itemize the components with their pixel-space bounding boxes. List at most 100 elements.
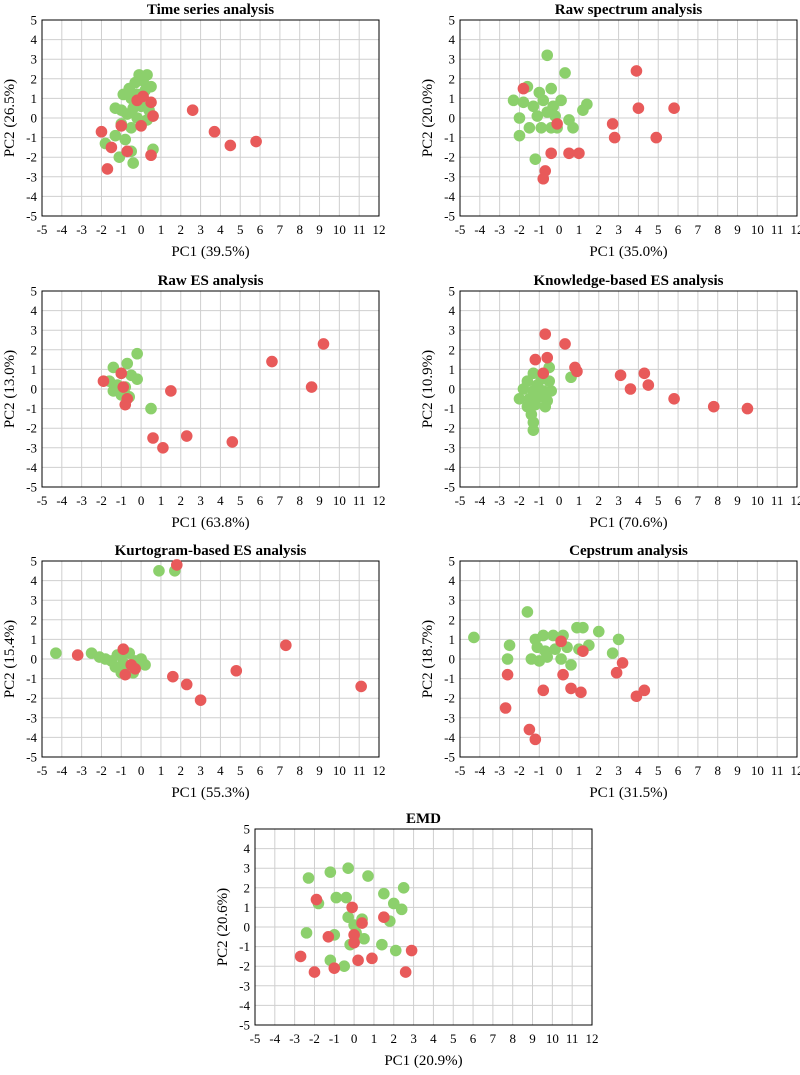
x-tick-label: 8 — [296, 493, 303, 508]
y-tick-label: 3 — [449, 52, 456, 67]
y-tick-label: -4 — [26, 189, 37, 204]
plot-frame — [41, 19, 380, 217]
y-tick-label: 5 — [449, 554, 456, 569]
data-point-green — [131, 347, 143, 360]
plot-frame — [254, 828, 593, 1026]
data-point-green — [50, 647, 62, 659]
x-tick-label: -1 — [329, 1031, 340, 1046]
x-tick-label: 8 — [296, 222, 303, 237]
x-tick-label: 1 — [158, 493, 165, 508]
data-point-green — [376, 938, 388, 951]
plot-frame — [459, 290, 798, 488]
y-tick-label: 3 — [31, 593, 38, 608]
scatter-panel-1: -5 -4 -3 -2 -1 0 1 2 3 4 5 6 7 8 9 10 11 12-5-4-3-2-10123… — [2, 2, 386, 260]
x-tick-label: 12 — [373, 763, 386, 778]
data-point-red — [405, 944, 418, 957]
x-tick-label: 1 — [576, 763, 583, 778]
data-point-red — [541, 351, 554, 364]
y-tick-label: -4 — [444, 730, 455, 745]
x-tick-label: 4 — [635, 493, 642, 508]
x-tick-label: 8 — [509, 1031, 516, 1046]
x-tick-label: 8 — [714, 493, 721, 508]
data-point-red — [366, 952, 378, 965]
data-point-red — [167, 670, 179, 683]
data-point-green — [577, 621, 589, 634]
data-point-red — [565, 682, 577, 695]
data-point-red — [668, 102, 680, 114]
x-tick-label: 10 — [546, 1031, 559, 1046]
data-point-red — [117, 643, 130, 655]
x-tick-label: -5 — [37, 763, 48, 778]
x-tick-label: 3 — [197, 763, 204, 778]
data-point-green — [541, 49, 554, 62]
data-point-green — [330, 891, 343, 904]
x-tick-label: 4 — [430, 1031, 437, 1046]
data-point-green — [507, 94, 520, 107]
data-point-red — [129, 663, 141, 675]
data-point-green — [342, 911, 354, 923]
y-tick-label: -1 — [26, 671, 37, 686]
y-tick-label: 3 — [244, 861, 251, 876]
data-point-green — [537, 629, 550, 642]
x-tick-label: 0 — [138, 222, 145, 237]
y-tick-label: -3 — [444, 710, 455, 725]
data-point-red — [308, 966, 321, 978]
x-tick-label: 2 — [178, 222, 185, 237]
x-tick-label: 5 — [237, 493, 244, 508]
x-tick-label: 0 — [351, 1031, 358, 1046]
x-tick-label: -1 — [534, 763, 545, 778]
y-tick-label: -2 — [239, 959, 250, 974]
x-tick-label: 1 — [371, 1031, 378, 1046]
scatter-panel-6: -5-4-3-2-10123456789101112-5-4-3-2-10123… — [420, 543, 800, 801]
x-tick-label: 4 — [217, 763, 224, 778]
scatter-panel-3: -5 -4 -3 -2 -1 0 1 2 3 4 5 6 7 8 9 10 11 12-5-4-3-2-10123… — [2, 273, 386, 531]
x-tick-label: 5 — [450, 1031, 457, 1046]
x-tick-label: -3 — [494, 222, 505, 237]
x-tick-label: 2 — [596, 493, 603, 508]
y-tick-label: -4 — [239, 998, 250, 1013]
data-point-green — [523, 122, 536, 134]
data-point-green — [513, 129, 526, 142]
data-point-red — [545, 147, 557, 160]
data-point-red — [194, 694, 207, 706]
x-tick-label: 11 — [771, 493, 784, 508]
y-tick-label: 1 — [449, 91, 456, 106]
y-tick-label: -1 — [239, 939, 250, 954]
data-point-red — [230, 664, 243, 677]
x-tick-label: 3 — [410, 1031, 417, 1046]
y-tick-label: -5 — [444, 480, 455, 495]
y-axis-label: PC2 (13.0%) — [2, 350, 18, 428]
plot-frame — [41, 560, 380, 758]
x-tick-label: 7 — [695, 493, 702, 508]
x-tick-label: 11 — [771, 222, 784, 237]
data-point-red — [117, 381, 130, 393]
data-point-red — [668, 393, 680, 405]
y-tick-label: 0 — [31, 111, 38, 126]
data-point-red — [356, 917, 368, 929]
y-tick-label: 1 — [31, 91, 38, 106]
data-point-red — [378, 911, 390, 923]
data-point-green — [397, 882, 410, 894]
data-point-green — [592, 625, 605, 638]
x-tick-label: -3 — [494, 493, 505, 508]
x-tick-label: -5 — [455, 493, 466, 508]
y-tick-label: 0 — [244, 920, 251, 935]
data-point-red — [180, 678, 193, 691]
y-tick-label: 2 — [449, 71, 456, 86]
data-point-green — [121, 108, 134, 120]
x-tick-label: 3 — [615, 493, 622, 508]
data-point-red — [317, 338, 330, 350]
plot-frame — [459, 19, 798, 217]
data-point-green — [513, 112, 526, 124]
x-tick-label: -4 — [56, 493, 67, 508]
y-axis-label: PC2 (10.9%) — [420, 350, 436, 428]
data-point-red — [614, 369, 627, 382]
y-tick-label: 3 — [449, 323, 456, 338]
scatter-panel-2: -5-4-3-2-10123456789101112-5-4-3-2-10123… — [420, 2, 800, 260]
data-point-green — [545, 82, 557, 95]
x-tick-label: 6 — [675, 222, 682, 237]
chart-title: Kurtogram-based ES analysis — [115, 543, 307, 559]
x-tick-label: 11 — [353, 222, 366, 237]
x-tick-label: 4 — [635, 222, 642, 237]
